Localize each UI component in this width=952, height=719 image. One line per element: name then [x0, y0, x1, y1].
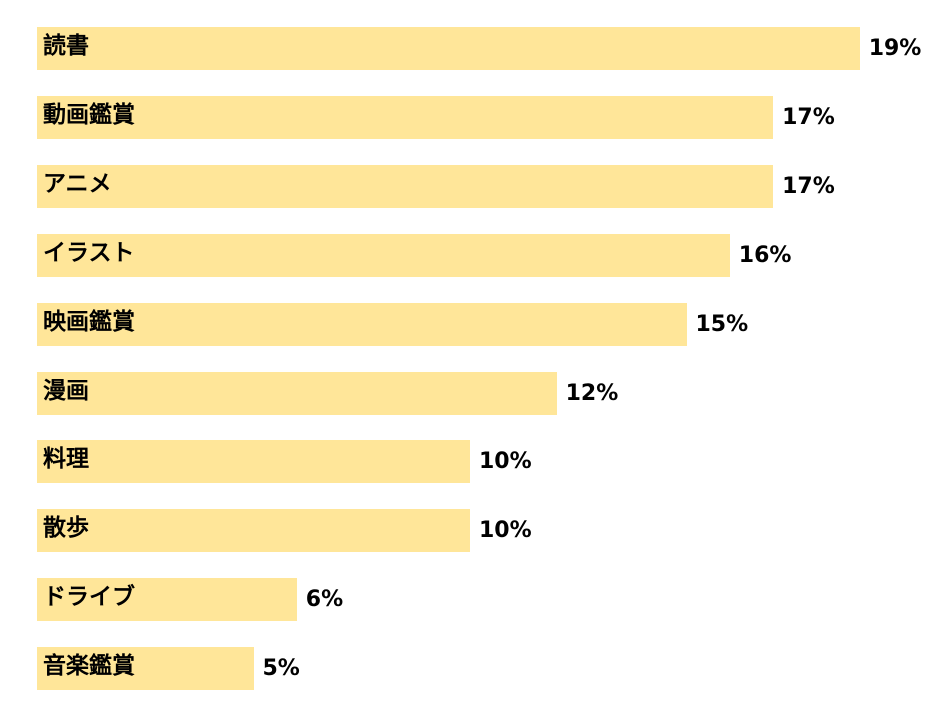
bar [37, 371, 557, 415]
bar [37, 509, 470, 553]
value-label: 6% [305, 587, 344, 613]
value-label: 15% [695, 311, 749, 337]
value-label: 10% [479, 449, 532, 475]
bar [37, 647, 254, 691]
category-label: 料理 [43, 446, 89, 473]
value-label: 10% [479, 518, 532, 544]
bar [37, 233, 730, 277]
value-label: 5% [262, 656, 300, 682]
value-label: 19% [868, 36, 922, 61]
value-label: 16% [738, 242, 792, 268]
category-label: 映画鑑賞 [43, 308, 135, 335]
category-label: アニメ [43, 170, 112, 197]
bar [37, 578, 297, 622]
bar [37, 164, 774, 208]
value-label: 17% [782, 104, 835, 130]
bar [37, 95, 774, 139]
category-label: 漫画 [43, 377, 89, 404]
bar [37, 302, 687, 346]
value-label: 17% [782, 173, 835, 199]
category-label: 音楽鑑賞 [43, 653, 135, 680]
bar [37, 27, 860, 70]
category-label: 動画鑑賞 [43, 101, 135, 128]
category-label: 読書 [43, 33, 89, 59]
category-label: イラスト [43, 239, 135, 266]
value-label: 12% [565, 380, 619, 406]
bar [37, 440, 470, 484]
category-label: ドライブ [43, 584, 135, 611]
category-label: 散歩 [43, 515, 89, 542]
